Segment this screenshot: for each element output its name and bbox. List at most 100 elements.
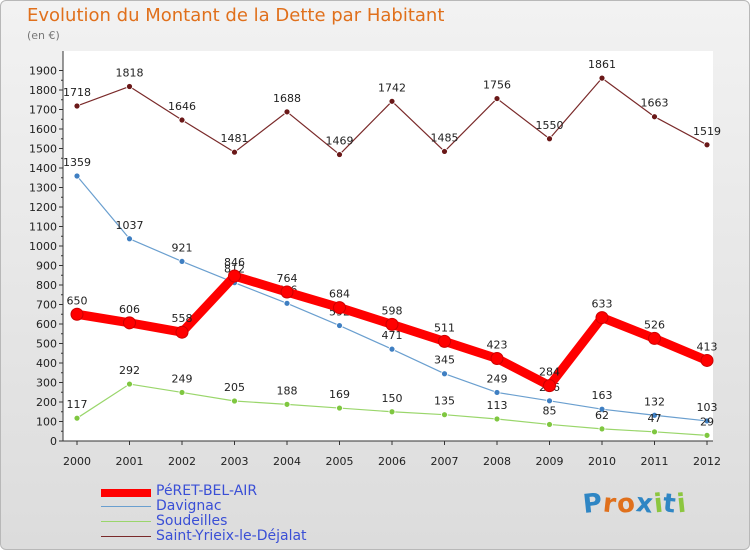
data-point bbox=[126, 83, 133, 90]
data-label: 1469 bbox=[326, 135, 354, 148]
data-point bbox=[648, 331, 661, 345]
data-label: 606 bbox=[119, 303, 140, 316]
data-point bbox=[178, 258, 186, 265]
x-tick-label: 2008 bbox=[483, 455, 511, 468]
data-point bbox=[123, 316, 136, 330]
data-label: 150 bbox=[382, 392, 403, 405]
data-label: 764 bbox=[277, 272, 298, 285]
data-point bbox=[336, 151, 343, 158]
data-point bbox=[598, 405, 606, 413]
data-label: 846 bbox=[224, 256, 245, 269]
x-tick-label: 2000 bbox=[63, 455, 91, 468]
x-tick-label: 2006 bbox=[378, 455, 406, 468]
data-label: 117 bbox=[67, 398, 88, 411]
y-tick-label: 800 bbox=[36, 279, 57, 292]
chart-subtitle: (en €) bbox=[27, 29, 60, 42]
data-point bbox=[441, 411, 448, 419]
x-tick-label: 2002 bbox=[168, 455, 196, 468]
x-tick-label: 2001 bbox=[116, 455, 144, 468]
proxiti-logo: Proxiti bbox=[581, 488, 689, 520]
data-point bbox=[178, 116, 186, 124]
data-point bbox=[546, 397, 553, 405]
data-point bbox=[178, 389, 186, 396]
x-tick-label: 2003 bbox=[221, 455, 249, 468]
data-label: 1646 bbox=[168, 100, 196, 113]
data-label: 249 bbox=[172, 372, 193, 385]
data-point bbox=[228, 269, 241, 283]
y-tick-label: 1900 bbox=[29, 65, 57, 78]
data-point bbox=[703, 141, 711, 149]
data-point bbox=[598, 425, 606, 433]
legend-swatch-peret-bel-air bbox=[101, 489, 151, 497]
legend-swatch-saint-yrieix bbox=[101, 536, 151, 537]
legend-label-soudeilles: Soudeilles bbox=[156, 513, 228, 529]
x-tick-label: 2012 bbox=[693, 455, 721, 468]
data-label: 103 bbox=[697, 401, 718, 414]
data-label: 1756 bbox=[483, 79, 511, 92]
data-label: 205 bbox=[224, 381, 245, 394]
data-point bbox=[493, 415, 501, 423]
data-point bbox=[126, 380, 133, 388]
y-tick-label: 1300 bbox=[29, 182, 57, 195]
data-point bbox=[231, 148, 238, 156]
data-point bbox=[651, 113, 658, 121]
data-label: 1663 bbox=[641, 97, 669, 110]
data-label: 113 bbox=[487, 399, 508, 412]
logo-letter: i bbox=[675, 488, 689, 520]
legend-label-davignac: Davignac bbox=[156, 498, 222, 514]
data-point bbox=[595, 311, 609, 325]
data-label: 1481 bbox=[221, 132, 249, 145]
data-point bbox=[493, 95, 501, 102]
y-tick-label: 1200 bbox=[29, 201, 57, 214]
data-label: 1718 bbox=[63, 86, 91, 99]
data-point bbox=[490, 352, 504, 366]
y-tick-label: 1100 bbox=[29, 221, 57, 234]
data-point bbox=[388, 97, 396, 105]
data-point bbox=[438, 334, 451, 348]
legend-swatch-davignac bbox=[101, 506, 151, 507]
y-tick-label: 1600 bbox=[29, 123, 57, 136]
data-point bbox=[546, 135, 553, 143]
data-point bbox=[703, 417, 711, 425]
data-label: 633 bbox=[592, 298, 613, 311]
data-label: 1037 bbox=[116, 219, 144, 232]
y-tick-label: 200 bbox=[36, 396, 57, 409]
data-point bbox=[441, 148, 448, 155]
data-point bbox=[70, 307, 84, 321]
y-tick-label: 1700 bbox=[29, 104, 57, 117]
data-point bbox=[493, 389, 501, 396]
data-label: 413 bbox=[697, 340, 718, 353]
data-point bbox=[73, 102, 81, 110]
y-tick-label: 700 bbox=[36, 299, 57, 312]
legend-label-peret-bel-air: PéRET-BEL-AIR bbox=[156, 483, 258, 499]
x-tick-label: 2007 bbox=[431, 455, 459, 468]
data-point bbox=[336, 404, 343, 412]
y-tick-label: 400 bbox=[36, 357, 57, 370]
data-point bbox=[651, 411, 658, 419]
data-label: 135 bbox=[434, 395, 455, 408]
data-point bbox=[73, 172, 81, 180]
data-label: 249 bbox=[487, 372, 508, 385]
y-tick-label: 0 bbox=[50, 435, 57, 448]
data-label: 163 bbox=[592, 389, 613, 402]
data-label: 526 bbox=[644, 318, 665, 331]
data-label: 62 bbox=[595, 409, 609, 422]
data-label: 921 bbox=[172, 241, 193, 254]
data-point bbox=[703, 431, 711, 439]
data-label: 169 bbox=[329, 388, 350, 401]
data-point bbox=[73, 414, 81, 422]
data-label: 1861 bbox=[588, 58, 616, 71]
data-point bbox=[231, 397, 238, 405]
legend-swatch-soudeilles bbox=[101, 521, 151, 522]
data-label: 1519 bbox=[693, 125, 721, 138]
data-label: 1359 bbox=[63, 156, 91, 169]
chart-title: Evolution du Montant de la Dette par Hab… bbox=[27, 5, 445, 26]
data-point bbox=[700, 353, 714, 367]
y-tick-label: 1500 bbox=[29, 143, 57, 156]
x-tick-label: 2011 bbox=[641, 455, 669, 468]
data-point bbox=[388, 408, 396, 416]
data-point bbox=[441, 370, 448, 378]
data-label: 598 bbox=[382, 304, 403, 317]
data-point bbox=[336, 322, 343, 329]
